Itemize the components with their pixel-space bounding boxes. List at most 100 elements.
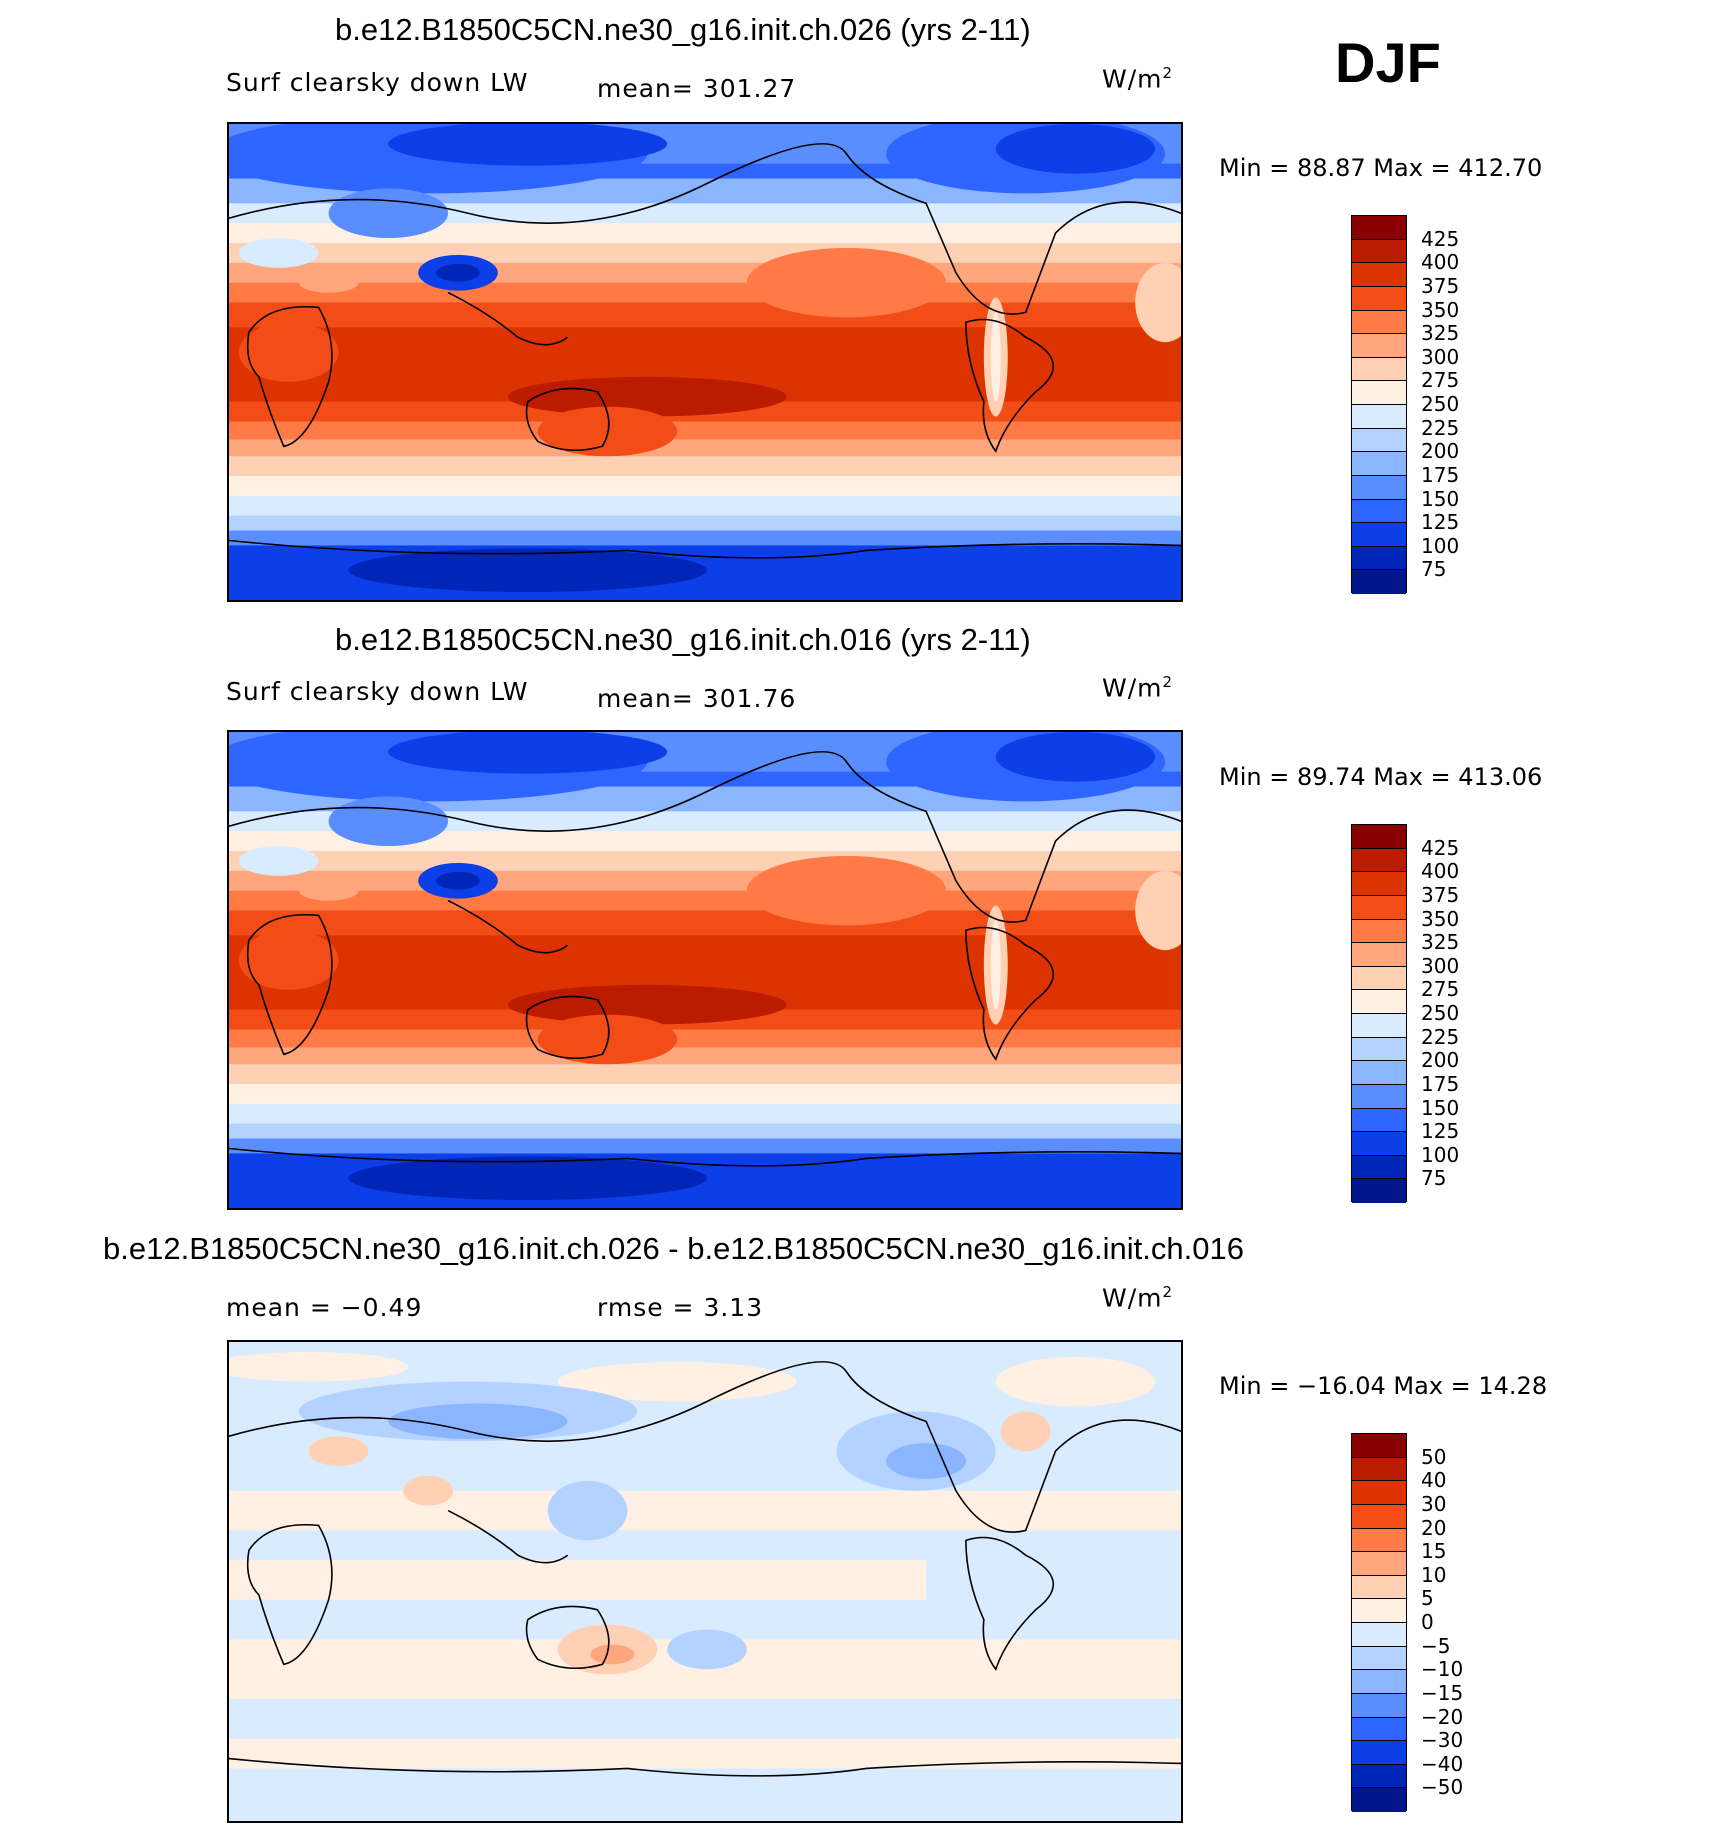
panel-1-mean: mean= 301.27 <box>597 74 797 103</box>
season-label: DJF <box>1335 31 1441 94</box>
colorbar-swatch <box>1352 1528 1406 1553</box>
colorbar-tick-label: 275 <box>1421 977 1460 1002</box>
colorbar-tick-label: 425 <box>1421 226 1460 251</box>
panel-2-variable: Surf clearsky down LW <box>226 677 529 706</box>
colorbar-tick-label: 150 <box>1421 1095 1460 1120</box>
colorbar-tick-label: 175 <box>1421 462 1460 487</box>
colorbar-tick-label: 30 <box>1421 1491 1447 1516</box>
colorbar-swatch <box>1352 895 1406 920</box>
colorbar-swatch <box>1352 1037 1406 1062</box>
panel-2-minmax: Min = 89.74 Max = 413.06 <box>1219 763 1543 791</box>
colorbar-tick-label: 375 <box>1421 882 1460 907</box>
colorbar-tick-label: 250 <box>1421 392 1460 416</box>
colorbar-swatch <box>1352 286 1406 311</box>
colorbar-tick-label: 250 <box>1421 1001 1460 1025</box>
colorbar-tick-label: 425 <box>1421 835 1460 860</box>
colorbar-swatch <box>1352 1670 1406 1694</box>
colorbar-tick-label: 175 <box>1421 1071 1460 1096</box>
colorbar-swatch <box>1352 1504 1406 1529</box>
colorbar-swatch <box>1352 825 1406 849</box>
colorbar-tick-label: 275 <box>1421 368 1460 393</box>
colorbar-swatch <box>1352 546 1406 571</box>
colorbar-tick-label: 400 <box>1421 250 1460 275</box>
colorbar-swatch <box>1352 872 1406 896</box>
colorbar-swatch <box>1352 428 1406 453</box>
colorbar-swatch <box>1352 405 1406 429</box>
panel-1-title: b.e12.B1850C5CN.ne30_g16.init.ch.026 (yr… <box>335 12 1031 47</box>
colorbar-tick-label: −30 <box>1421 1728 1464 1753</box>
colorbar-tick-label: −20 <box>1421 1704 1464 1729</box>
colorbar-swatch <box>1352 1575 1406 1600</box>
colorbar-swatch <box>1352 1623 1406 1647</box>
panel-1-field <box>229 124 1181 600</box>
colorbar-swatch <box>1352 499 1406 524</box>
panel-2-map <box>227 730 1183 1210</box>
colorbar-swatch <box>1352 475 1406 500</box>
colorbar-tick-label: 75 <box>1421 557 1447 582</box>
colorbar-swatch <box>1352 1457 1406 1482</box>
colorbar-tick-label: 325 <box>1421 321 1460 346</box>
colorbar-tick-label: 40 <box>1421 1468 1447 1493</box>
colorbar-swatch <box>1352 990 1406 1014</box>
colorbar-tick-label: 375 <box>1421 273 1460 298</box>
colorbar-tick-label: 0 <box>1421 1610 1434 1634</box>
colorbar-tick-label: 400 <box>1421 859 1460 884</box>
panel-1-map <box>227 122 1183 602</box>
panel-3-minmax: Min = −16.04 Max = 14.28 <box>1219 1372 1548 1400</box>
colorbar-swatch <box>1352 216 1406 240</box>
colorbar-tick-label: 200 <box>1421 439 1460 464</box>
colorbar-tick-label: 125 <box>1421 510 1460 535</box>
colorbar-swatch <box>1352 966 1406 991</box>
colorbar-swatch <box>1352 381 1406 405</box>
panel-2-colorbar <box>1351 824 1407 1203</box>
panel-3-field <box>229 1342 1181 1821</box>
colorbar-swatch <box>1352 848 1406 873</box>
colorbar-tick-label: −10 <box>1421 1657 1464 1682</box>
colorbar-swatch <box>1352 523 1406 547</box>
panel-2-title: b.e12.B1850C5CN.ne30_g16.init.ch.016 (yr… <box>335 622 1031 657</box>
panel-1-colorbar <box>1351 215 1407 594</box>
colorbar-tick-label: 225 <box>1421 415 1460 440</box>
colorbar-tick-label: 5 <box>1421 1586 1434 1611</box>
colorbar-tick-label: −50 <box>1421 1775 1464 1800</box>
panel-2-units: W/m2 <box>1102 673 1174 703</box>
colorbar-swatch <box>1352 1552 1406 1576</box>
colorbar-tick-label: 100 <box>1421 1142 1460 1167</box>
colorbar-swatch <box>1352 1646 1406 1671</box>
colorbar-swatch <box>1352 1108 1406 1133</box>
colorbar-tick-label: 20 <box>1421 1515 1447 1540</box>
panel-1-minmax: Min = 88.87 Max = 412.70 <box>1219 154 1543 182</box>
colorbar-tick-label: −15 <box>1421 1680 1464 1705</box>
colorbar-swatch <box>1352 943 1406 967</box>
colorbar-swatch <box>1352 1061 1406 1085</box>
colorbar-tick-label: −40 <box>1421 1751 1464 1776</box>
colorbar-tick-label: 125 <box>1421 1119 1460 1144</box>
colorbar-tick-label: 350 <box>1421 297 1460 322</box>
colorbar-tick-label: 15 <box>1421 1539 1447 1564</box>
colorbar-tick-label: 225 <box>1421 1024 1460 1049</box>
colorbar-tick-label: 350 <box>1421 906 1460 931</box>
colorbar-swatch <box>1352 1132 1406 1156</box>
colorbar-tick-label: 75 <box>1421 1166 1447 1191</box>
colorbar-swatch <box>1352 570 1406 594</box>
colorbar-swatch <box>1352 1155 1406 1180</box>
panel-3-units: W/m2 <box>1102 1283 1174 1313</box>
colorbar-swatch <box>1352 1764 1406 1789</box>
colorbar-swatch <box>1352 1434 1406 1458</box>
colorbar-tick-label: 10 <box>1421 1562 1447 1587</box>
colorbar-swatch <box>1352 357 1406 382</box>
panel-3-title: b.e12.B1850C5CN.ne30_g16.init.ch.026 - b… <box>103 1231 1244 1266</box>
colorbar-tick-label: 50 <box>1421 1444 1447 1469</box>
colorbar-tick-label: 325 <box>1421 930 1460 955</box>
colorbar-tick-label: 100 <box>1421 533 1460 558</box>
panel-1-units: W/m2 <box>1102 64 1174 94</box>
panel-2-field <box>229 732 1181 1208</box>
colorbar-swatch <box>1352 1481 1406 1505</box>
panel-3-colorbar <box>1351 1433 1407 1812</box>
colorbar-swatch <box>1352 452 1406 476</box>
colorbar-tick-label: 150 <box>1421 486 1460 511</box>
colorbar-swatch <box>1352 1599 1406 1623</box>
colorbar-swatch <box>1352 1741 1406 1765</box>
colorbar-swatch <box>1352 919 1406 944</box>
